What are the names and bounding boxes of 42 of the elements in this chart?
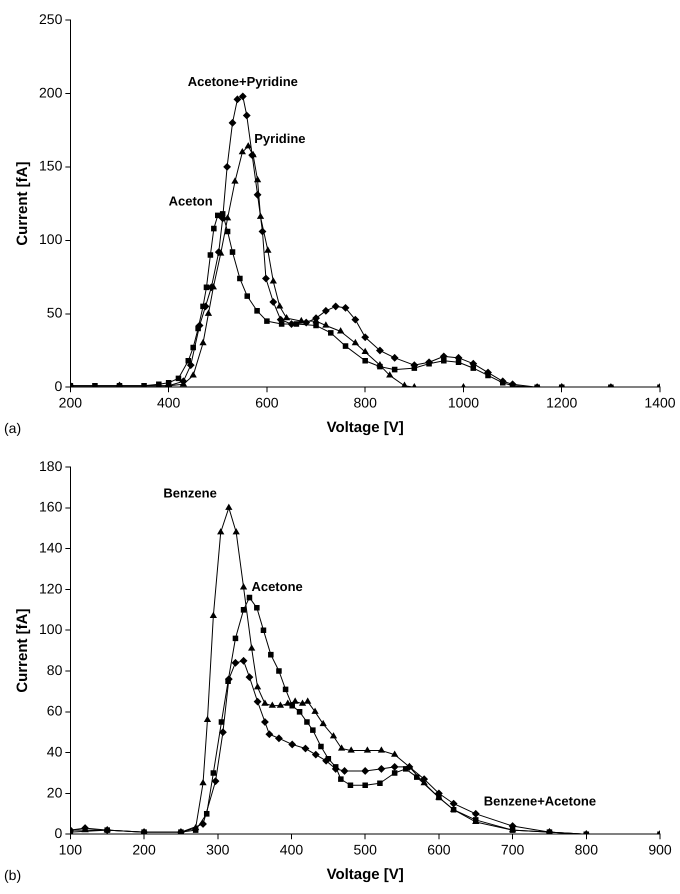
series-label: Aceton	[168, 193, 213, 208]
y-tick-label: 120	[39, 580, 63, 596]
text: (a)	[4, 420, 22, 436]
x-tick-label: 600	[255, 394, 279, 410]
x-tick-label: 600	[427, 841, 451, 858]
series-label: Benzene+Acetone	[484, 793, 596, 808]
y-tick-label: 20	[46, 784, 63, 800]
x-tick-label: 900	[648, 841, 672, 858]
x-tick-label: 1400	[644, 394, 676, 410]
y-tick-label: 150	[39, 158, 63, 174]
series-label: Acetone	[251, 579, 303, 594]
x-tick-label: 200	[132, 841, 156, 858]
x-tick-label: 400	[280, 841, 304, 858]
y-tick-label: 0	[54, 825, 63, 842]
series-label: Pyridine	[254, 130, 306, 146]
series-label: Benzene	[163, 485, 217, 500]
x-tick-label: 400	[156, 394, 181, 410]
y-tick-label: 80	[46, 662, 63, 678]
y-tick-label: 100	[39, 621, 63, 638]
x-tick-label: 1000	[448, 394, 480, 410]
x-tick-label: 700	[500, 841, 524, 858]
y-tick-label: 180	[39, 458, 63, 474]
x-tick-label: 1200	[546, 394, 578, 410]
x-axis-title: Voltage [V]	[326, 866, 404, 884]
x-tick-label: 800	[354, 394, 378, 410]
x-tick-label: 800	[574, 841, 598, 858]
text: (b)	[4, 867, 22, 883]
series-label: Acetone+Pyridine	[188, 74, 298, 89]
y-tick-label: 140	[39, 539, 63, 556]
y-tick-label: 200	[39, 84, 63, 100]
y-tick-label: 60	[46, 702, 63, 719]
y-axis-title: Current [fA]	[14, 162, 32, 246]
y-tick-label: 0	[54, 378, 63, 394]
x-tick-label: 300	[206, 841, 230, 858]
x-tick-label: 500	[354, 841, 378, 858]
y-tick-label: 100	[39, 231, 63, 248]
y-tick-label: 160	[39, 498, 63, 515]
y-axis-title: Current [fA]	[14, 608, 32, 693]
y-tick-label: 40	[46, 743, 63, 760]
y-tick-label: 250	[39, 10, 63, 27]
y-tick-label: 50	[46, 304, 63, 321]
x-axis-title: Voltage [V]	[326, 419, 404, 436]
